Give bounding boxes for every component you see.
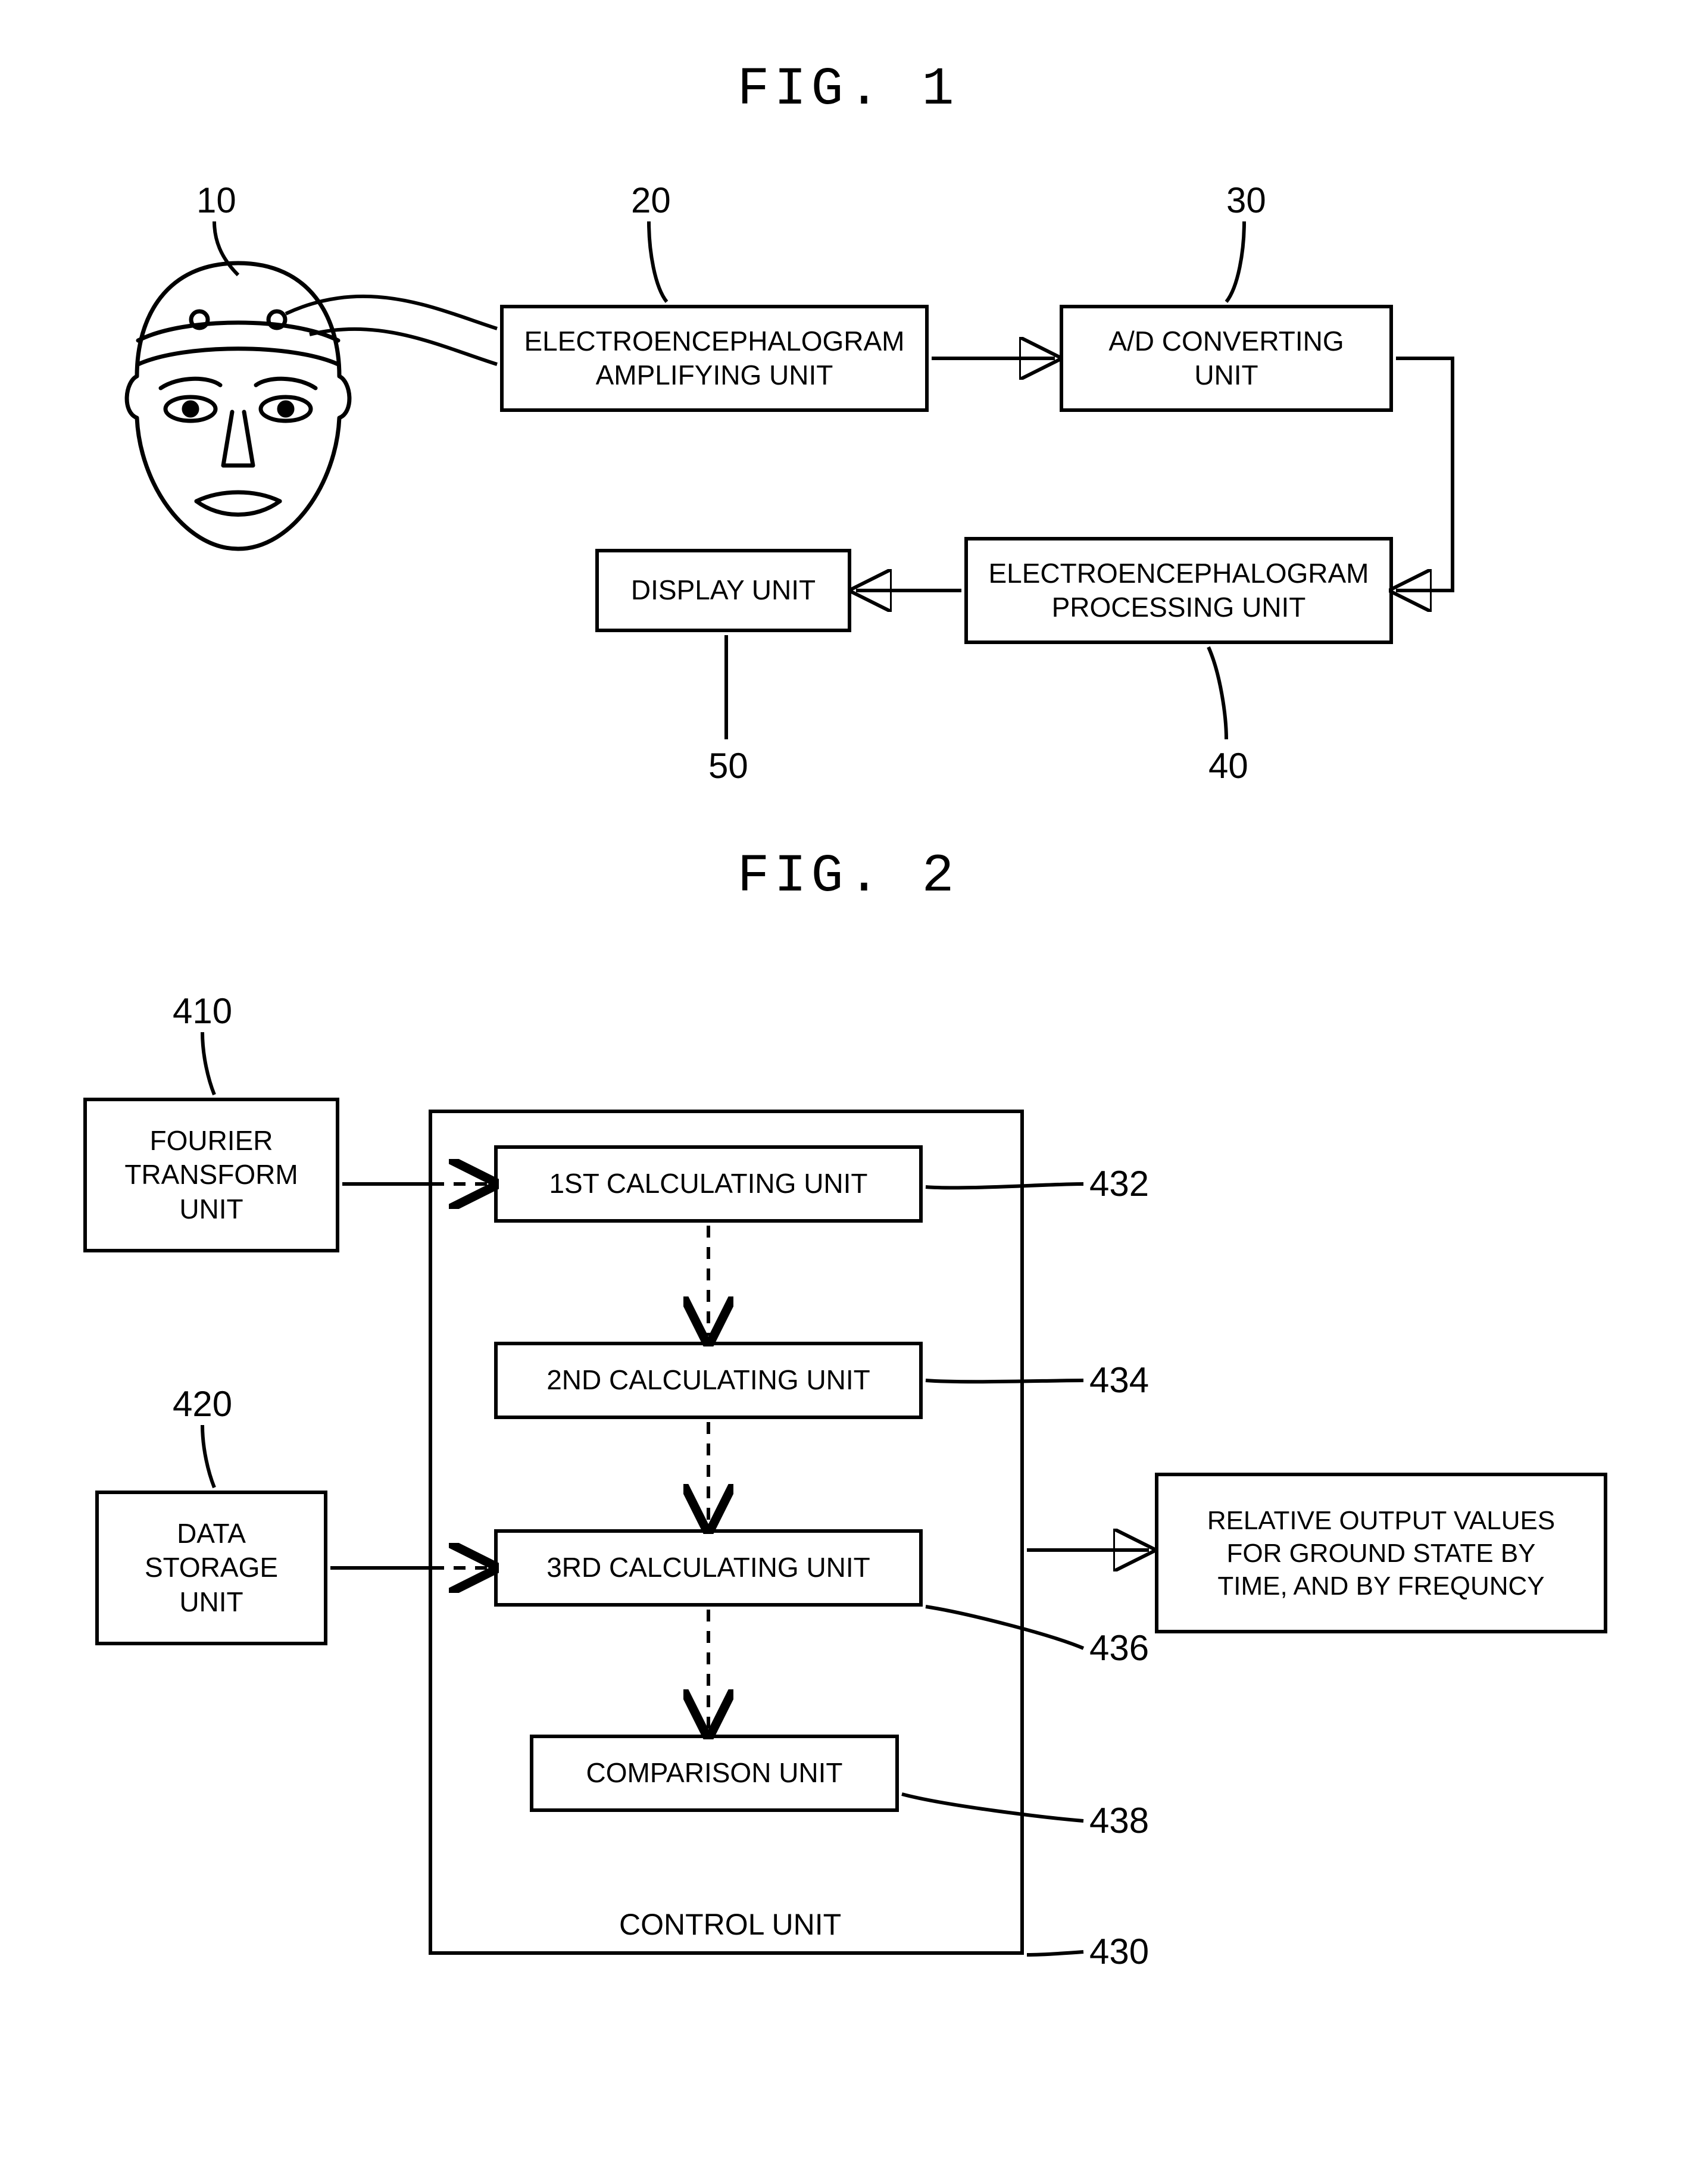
fourier-block: FOURIER TRANSFORM UNIT bbox=[83, 1098, 339, 1252]
ref-436: 436 bbox=[1089, 1627, 1149, 1669]
proc-block: ELECTROENCEPHALOGRAM PROCESSING UNIT bbox=[964, 537, 1393, 644]
ref-420: 420 bbox=[173, 1383, 232, 1424]
fig2-title: FIG. 2 bbox=[36, 846, 1660, 907]
calc3-block: 3RD CALCULATING UNIT bbox=[494, 1529, 923, 1607]
ref-30: 30 bbox=[1226, 180, 1266, 221]
ref-438: 438 bbox=[1089, 1800, 1149, 1841]
adc-block: A/D CONVERTING UNIT bbox=[1060, 305, 1393, 412]
ref-40: 40 bbox=[1208, 745, 1248, 786]
ref-20: 20 bbox=[631, 180, 671, 221]
storage-block: DATA STORAGE UNIT bbox=[95, 1491, 327, 1645]
amp-block: ELECTROENCEPHALOGRAM AMPLIFYING UNIT bbox=[500, 305, 929, 412]
comp-block: COMPARISON UNIT bbox=[530, 1735, 899, 1812]
ref-50: 50 bbox=[708, 745, 748, 786]
calc1-block: 1ST CALCULATING UNIT bbox=[494, 1145, 923, 1223]
ref-410: 410 bbox=[173, 991, 232, 1032]
fig2-diagram: CONTROL UNIT FOURIER TRANSFORM UNIT DATA… bbox=[36, 955, 1660, 2026]
head-icon bbox=[95, 239, 381, 573]
ref-430: 430 bbox=[1089, 1931, 1149, 1972]
calc2-block: 2ND CALCULATING UNIT bbox=[494, 1342, 923, 1419]
ref-432: 432 bbox=[1089, 1163, 1149, 1204]
control-unit-label: CONTROL UNIT bbox=[619, 1907, 841, 1942]
ref-10: 10 bbox=[196, 180, 236, 221]
fig1-diagram: ELECTROENCEPHALOGRAM AMPLIFYING UNIT A/D… bbox=[36, 168, 1660, 823]
ref-434: 434 bbox=[1089, 1360, 1149, 1401]
fig1-title: FIG. 1 bbox=[36, 60, 1660, 120]
disp-block: DISPLAY UNIT bbox=[595, 549, 851, 632]
output-block: RELATIVE OUTPUT VALUES FOR GROUND STATE … bbox=[1155, 1473, 1607, 1633]
